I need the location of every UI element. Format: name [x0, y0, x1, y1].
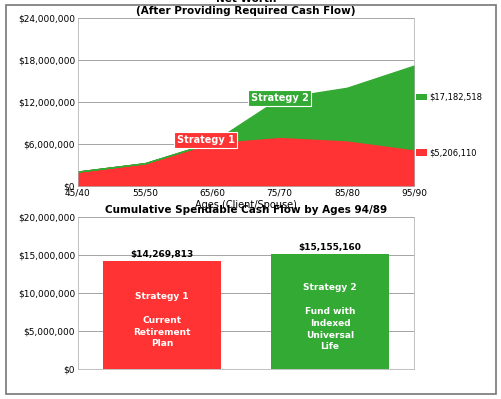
Text: $15,155,160: $15,155,160: [298, 243, 361, 252]
Bar: [271, 254, 388, 369]
Text: Strategy 2

Fund with
Indexed
Universal
Life: Strategy 2 Fund with Indexed Universal L…: [303, 283, 356, 352]
Text: $5,206,110: $5,206,110: [428, 148, 476, 157]
Title: Net Worth
(After Providing Required Cash Flow): Net Worth (After Providing Required Cash…: [136, 0, 355, 16]
Text: $17,182,518: $17,182,518: [428, 92, 481, 101]
Text: Strategy 1

Current
Retirement
Plan: Strategy 1 Current Retirement Plan: [133, 292, 190, 348]
Title: Cumulative Spendable Cash Flow by Ages 94/89: Cumulative Spendable Cash Flow by Ages 9…: [105, 205, 386, 215]
Text: $14,269,813: $14,269,813: [130, 250, 193, 259]
Text: Strategy 1: Strategy 1: [176, 135, 234, 145]
X-axis label: Ages (Client/Spouse): Ages (Client/Spouse): [195, 200, 296, 210]
Bar: [103, 261, 220, 369]
Text: Strategy 2: Strategy 2: [250, 93, 308, 103]
